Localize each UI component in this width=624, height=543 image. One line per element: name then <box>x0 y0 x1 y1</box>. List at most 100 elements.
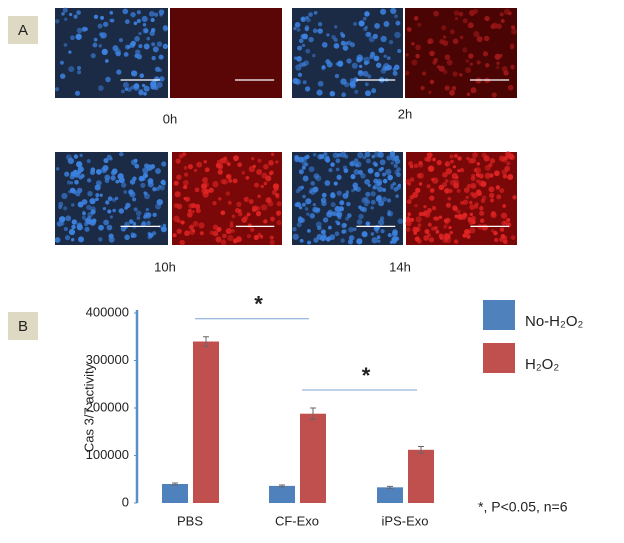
cell <box>371 154 376 159</box>
bar <box>300 413 326 503</box>
cell <box>433 216 438 221</box>
cell <box>180 220 185 225</box>
cell <box>292 233 299 240</box>
cell <box>330 192 336 199</box>
cell <box>465 59 469 63</box>
cell <box>451 85 457 91</box>
cell <box>376 235 381 240</box>
cell <box>484 15 490 22</box>
cell <box>305 198 312 205</box>
cell <box>371 88 377 94</box>
cell <box>347 239 354 245</box>
cell <box>176 203 183 210</box>
cell <box>212 224 219 230</box>
error-bar <box>310 407 316 420</box>
cell <box>73 154 79 159</box>
cell <box>308 190 313 194</box>
cell <box>457 156 462 161</box>
cell <box>273 185 279 191</box>
cell <box>336 190 342 196</box>
cell <box>98 237 103 242</box>
cell <box>367 183 371 187</box>
cell <box>136 10 141 15</box>
cell <box>404 70 410 76</box>
cell <box>380 229 385 234</box>
significance-star: * <box>362 363 371 388</box>
cell <box>388 39 394 45</box>
cell <box>405 179 411 185</box>
cell <box>491 22 498 29</box>
cell <box>71 189 77 194</box>
cell <box>334 231 340 237</box>
cell <box>252 164 256 169</box>
cell <box>366 32 372 37</box>
cell <box>150 17 155 23</box>
cell <box>468 158 474 164</box>
cell <box>470 87 477 94</box>
cell <box>390 186 394 190</box>
cell <box>178 153 184 159</box>
cell <box>374 23 380 29</box>
cell <box>496 65 500 70</box>
cell <box>227 200 232 205</box>
cell <box>202 191 209 198</box>
cell <box>275 193 280 198</box>
cell <box>77 66 82 71</box>
cell <box>125 202 131 208</box>
cell <box>464 228 471 235</box>
cell <box>424 229 430 235</box>
cell <box>449 89 455 96</box>
cell <box>257 158 262 163</box>
cell <box>353 169 360 175</box>
cell <box>326 158 331 162</box>
cell <box>208 187 214 193</box>
cell <box>328 167 333 173</box>
cell <box>267 200 274 207</box>
cell <box>448 226 452 230</box>
cell <box>158 68 163 73</box>
cell <box>363 60 369 66</box>
cell <box>495 185 501 190</box>
cell <box>307 240 312 245</box>
cell <box>322 217 329 223</box>
cell <box>438 215 443 220</box>
cell <box>112 208 116 213</box>
cell <box>511 28 518 35</box>
cell <box>438 233 444 238</box>
cell <box>82 211 86 216</box>
cell <box>162 25 168 31</box>
cell <box>133 158 138 163</box>
cell <box>269 239 275 245</box>
cell <box>148 10 155 17</box>
cell <box>225 228 232 235</box>
cell <box>235 236 242 243</box>
cell <box>375 230 379 234</box>
cell <box>133 85 140 92</box>
cell <box>393 64 400 71</box>
y-tick-label: 100000 <box>86 447 129 462</box>
cell <box>136 216 141 220</box>
cell <box>301 161 307 167</box>
cell <box>493 230 498 236</box>
cell <box>76 10 81 15</box>
cell <box>478 180 485 187</box>
cell <box>395 194 399 198</box>
cell <box>223 159 229 164</box>
cell <box>392 229 398 235</box>
cell <box>76 161 83 168</box>
cell <box>442 233 449 240</box>
cell <box>462 233 467 238</box>
cell <box>191 210 195 214</box>
cell <box>498 53 503 58</box>
cell <box>215 236 222 243</box>
cell <box>297 203 302 208</box>
cell <box>179 239 185 246</box>
cell <box>390 161 394 165</box>
cell <box>354 89 359 94</box>
cell <box>443 218 449 223</box>
cell <box>254 182 260 188</box>
cell <box>321 42 328 48</box>
cell <box>188 203 194 209</box>
bar <box>408 449 434 503</box>
cell <box>128 189 134 195</box>
